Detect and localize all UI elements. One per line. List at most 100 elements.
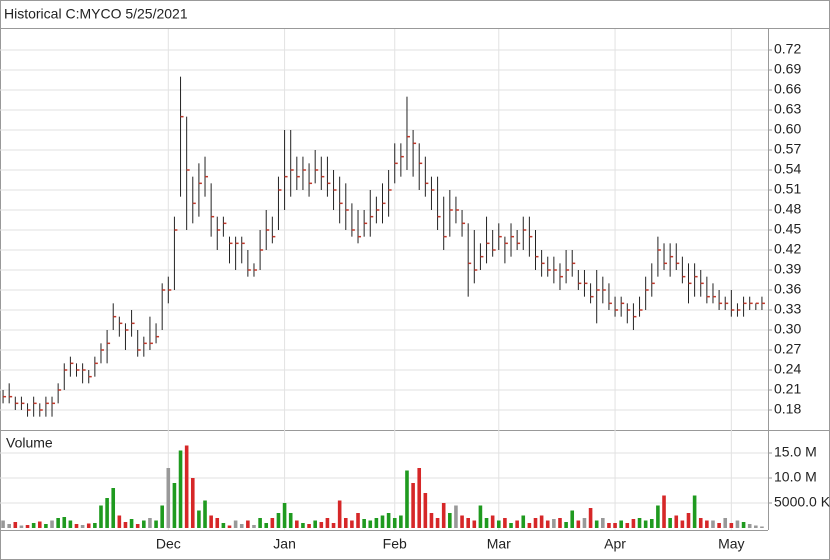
volume-bar xyxy=(135,524,140,528)
volume-bar xyxy=(270,518,275,528)
volume-bar xyxy=(380,515,385,528)
volume-bar xyxy=(637,518,642,528)
volume-bar xyxy=(105,498,109,528)
volume-bar xyxy=(576,520,581,528)
volume-bar xyxy=(417,468,422,528)
volume-bar xyxy=(625,523,630,528)
volume-bar xyxy=(129,519,134,528)
y-tick-label: 0.24 xyxy=(774,361,801,377)
volume-bar xyxy=(190,478,195,528)
volume-bar xyxy=(295,520,299,528)
volume-bar xyxy=(423,493,428,528)
y-tick-label: 0.69 xyxy=(774,61,801,77)
volume-bar xyxy=(99,505,103,528)
volume-bar xyxy=(411,483,415,528)
volume-bar xyxy=(582,518,587,528)
volume-bar xyxy=(154,520,158,528)
volume-bar xyxy=(601,518,605,528)
volume-bar xyxy=(674,515,679,528)
volume-bar xyxy=(478,505,483,528)
y-tick-label: 10.0 M xyxy=(774,469,817,485)
volume-bar xyxy=(545,520,550,528)
volume-bar xyxy=(521,515,526,528)
volume-bar xyxy=(31,523,36,528)
volume-bar xyxy=(490,515,495,528)
volume-bar xyxy=(705,520,709,528)
volume-bar xyxy=(319,522,324,528)
volume-bar xyxy=(307,524,311,528)
volume-bar xyxy=(288,513,293,528)
volume-bar xyxy=(313,520,317,528)
volume-bar xyxy=(325,518,330,528)
volume-bar xyxy=(25,525,30,528)
volume-bar xyxy=(399,515,403,528)
volume-bar xyxy=(227,525,232,528)
volume-bar xyxy=(362,519,366,528)
y-tick-label: 0.30 xyxy=(774,321,801,337)
x-tick-label: Mar xyxy=(487,536,511,552)
chart-title: Historical C:MYCO 5/25/2021 xyxy=(4,6,188,22)
volume-bar xyxy=(698,518,703,528)
volume-bar xyxy=(252,525,256,528)
y-tick-label: 0.72 xyxy=(774,41,801,57)
volume-bar xyxy=(503,518,507,528)
x-tick-label: Apr xyxy=(604,536,626,552)
volume-bar xyxy=(203,500,207,528)
volume-bar xyxy=(148,518,152,528)
volume-bar xyxy=(686,513,691,528)
plot: Dec Jan Feb Mar Apr May 0.18 0.21 0.24 0.27 0.30 0.… xyxy=(0,29,830,552)
volume-bar xyxy=(760,526,764,528)
volume-bar xyxy=(356,513,360,528)
volume-bar xyxy=(454,505,458,528)
volume-bar xyxy=(607,523,611,528)
volume-bar xyxy=(588,508,593,528)
volume-bar xyxy=(56,518,60,528)
volume-bar xyxy=(172,483,177,528)
y-tick-label: 0.51 xyxy=(774,181,801,197)
volume-bar xyxy=(184,445,189,528)
volume-bar xyxy=(613,523,617,528)
volume-bar xyxy=(717,523,721,528)
volume-bar xyxy=(570,510,575,528)
x-tick-label: Dec xyxy=(156,536,181,552)
volume-bar xyxy=(239,524,244,528)
volume-bar xyxy=(233,520,238,528)
y-tick-label: 0.60 xyxy=(774,121,801,137)
volume-bar xyxy=(441,503,446,528)
volume-bar xyxy=(527,523,532,528)
volume-bar xyxy=(392,518,397,528)
volume-bar xyxy=(1,520,5,528)
volume-bar xyxy=(142,520,146,528)
volume-bar xyxy=(448,513,452,528)
volume-bar xyxy=(368,520,373,528)
volume-bar xyxy=(276,513,281,528)
volume-bar xyxy=(331,523,336,528)
volume-bar xyxy=(509,523,513,528)
volume-bar xyxy=(564,522,568,528)
volume-bar xyxy=(44,524,48,528)
panel-title: Volume xyxy=(6,435,53,451)
volume-bar xyxy=(7,524,11,528)
volume-bar xyxy=(515,520,519,528)
volume-bar xyxy=(301,523,305,528)
volume-bar xyxy=(86,523,91,528)
y-tick-label: 0.42 xyxy=(774,241,801,257)
volume-bar xyxy=(178,450,183,528)
volume-bar xyxy=(221,523,226,528)
volume-bar xyxy=(13,522,18,528)
volume-bar xyxy=(37,521,42,528)
volume-bar xyxy=(435,518,440,528)
volume-bar xyxy=(80,525,85,528)
volume-bar xyxy=(692,495,697,528)
y-tick-label: 0.36 xyxy=(774,281,801,297)
volume-bar xyxy=(754,525,758,528)
y-tick-label: 0.33 xyxy=(774,301,801,317)
volume-bar xyxy=(729,523,734,528)
volume-bar xyxy=(337,500,342,528)
volume-bar xyxy=(209,515,213,528)
volume-bar xyxy=(680,520,685,528)
volume-bar xyxy=(117,515,122,528)
x-tick-label: Jan xyxy=(273,536,296,552)
